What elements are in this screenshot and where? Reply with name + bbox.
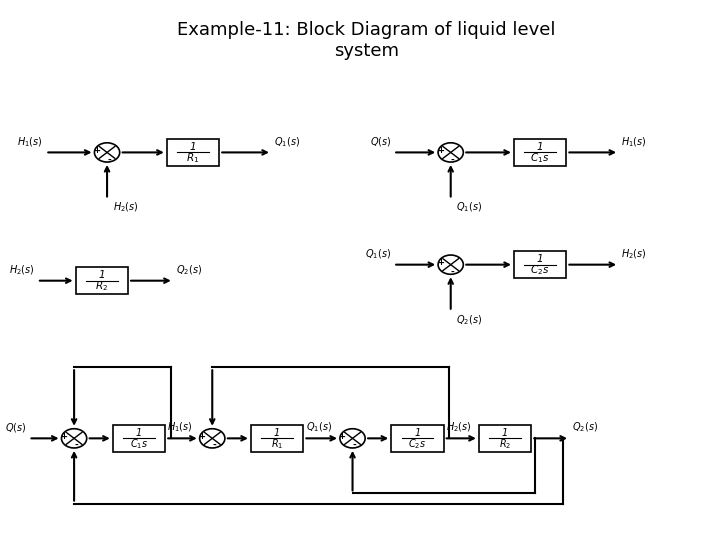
Text: $Q_2(s)$: $Q_2(s)$ [572,421,598,435]
Text: $C_1s$: $C_1s$ [130,437,148,451]
Text: +: + [338,431,346,441]
Circle shape [438,143,464,162]
Text: -: - [212,441,216,450]
Text: $Q_1(s)$: $Q_1(s)$ [365,247,391,261]
Text: 1: 1 [537,254,544,264]
Text: 1: 1 [136,428,142,438]
Text: 1: 1 [414,428,420,438]
Text: -: - [451,268,455,276]
Text: +: + [437,146,444,155]
Text: +: + [93,146,100,155]
Text: $H_1(s)$: $H_1(s)$ [621,135,647,148]
Text: Example-11: Block Diagram of liquid level
system: Example-11: Block Diagram of liquid leve… [177,22,556,60]
Text: $Q_1(s)$: $Q_1(s)$ [305,421,332,435]
Text: $R_1$: $R_1$ [186,151,199,165]
Circle shape [61,429,86,448]
Text: $R_2$: $R_2$ [95,280,108,293]
Text: 1: 1 [189,142,197,152]
Text: $R_2$: $R_2$ [499,437,511,451]
Text: $H_2(s)$: $H_2(s)$ [446,421,472,435]
Text: $Q_1(s)$: $Q_1(s)$ [456,201,482,214]
Text: 1: 1 [502,428,508,438]
Text: $Q_1(s)$: $Q_1(s)$ [274,135,300,148]
Text: $H_1(s)$: $H_1(s)$ [167,421,193,435]
Bar [479,425,531,452]
Text: +: + [198,431,205,441]
Text: $Q_2(s)$: $Q_2(s)$ [176,263,202,277]
Text: 1: 1 [537,142,544,152]
Bar [514,139,567,166]
Bar [166,139,220,166]
Text: $H_2(s)$: $H_2(s)$ [9,263,35,277]
Circle shape [94,143,120,162]
Text: 1: 1 [274,428,280,438]
Bar [514,251,567,278]
Text: +: + [60,431,67,441]
Circle shape [199,429,225,448]
Text: $Q_2(s)$: $Q_2(s)$ [456,313,482,327]
Text: +: + [437,258,444,267]
Text: $H_2(s)$: $H_2(s)$ [621,247,647,261]
Text: $C_2s$: $C_2s$ [531,264,550,278]
Text: $Q(s)$: $Q(s)$ [369,135,391,148]
Circle shape [438,255,464,274]
Text: 1: 1 [99,271,105,280]
Text: $H_2(s)$: $H_2(s)$ [112,201,138,214]
Bar [76,267,128,294]
Bar [112,425,166,452]
Bar [251,425,303,452]
Text: $H_1(s)$: $H_1(s)$ [17,135,42,148]
Bar [391,425,444,452]
Text: -: - [451,156,455,164]
Text: -: - [353,441,356,450]
Text: $R_1$: $R_1$ [271,437,284,451]
Text: $C_1s$: $C_1s$ [531,151,550,165]
Text: -: - [74,441,78,450]
Text: -: - [107,156,111,164]
Text: $Q(s)$: $Q(s)$ [5,421,27,434]
Text: $C_2s$: $C_2s$ [408,437,426,451]
Circle shape [340,429,365,448]
